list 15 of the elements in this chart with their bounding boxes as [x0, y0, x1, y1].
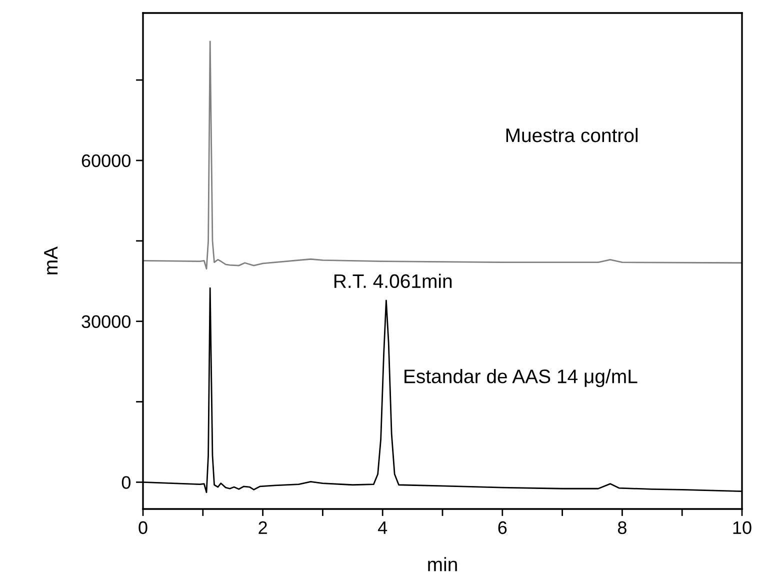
- annotation: R.T. 4.061min: [334, 274, 452, 288]
- x-tick-label: 4: [378, 521, 388, 534]
- series-label: Estandar de AAS 14 μg/mL: [404, 368, 638, 388]
- y-tick-label: 0: [122, 476, 130, 489]
- y-tick-label: 60000: [82, 154, 130, 168]
- x-tick-label: 0: [138, 521, 148, 534]
- annotation: Muestra control: [506, 128, 638, 142]
- x-tick-label: 2: [258, 521, 267, 534]
- x-axis-title: min: [428, 557, 457, 572]
- x-tick-label: 6: [498, 521, 507, 534]
- y-axis-title: mA: [44, 246, 58, 274]
- x-tick-label: 10: [733, 521, 752, 534]
- y-tick-label: 30000: [82, 315, 130, 328]
- line-series: [143, 40, 742, 270]
- x-tick-label: 8: [618, 521, 626, 534]
